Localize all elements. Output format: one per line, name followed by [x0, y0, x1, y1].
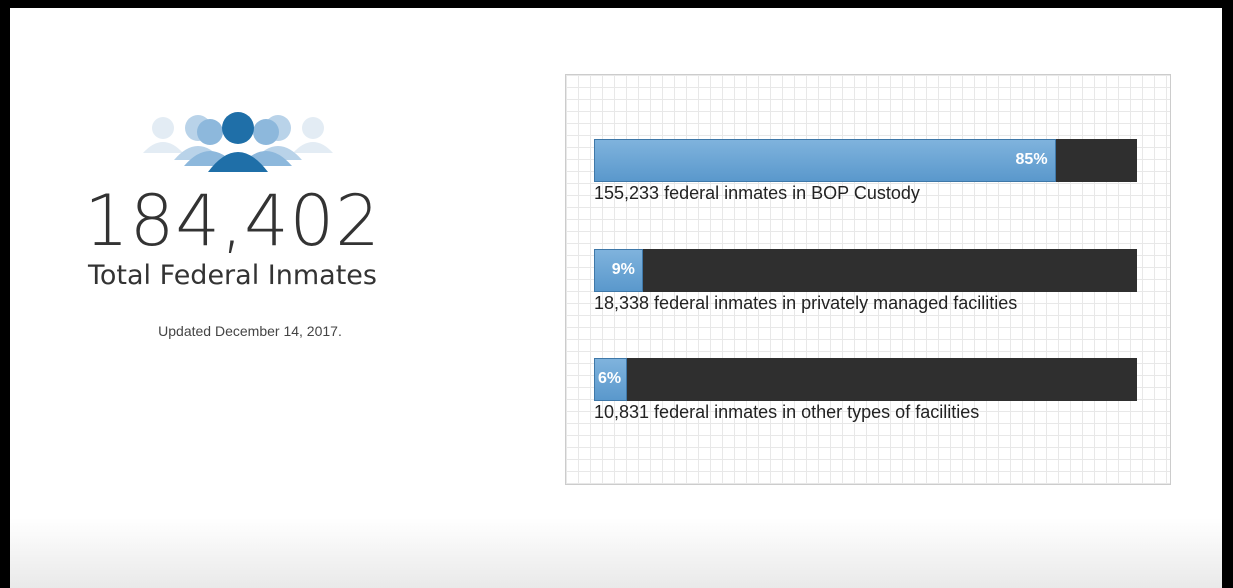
progress-track: 9%: [594, 249, 1137, 292]
progress-fill: [594, 139, 1056, 182]
bar-caption: 155,233 federal inmates in BOP Custody: [594, 183, 920, 203]
percent-label: 6%: [598, 370, 622, 387]
inmates-icon: [143, 112, 333, 172]
progress-fill: [594, 358, 627, 401]
progress-track: 85%: [594, 139, 1137, 182]
updated-note: Updated December 14, 2017.: [158, 323, 342, 339]
percent-label: 85%: [1015, 151, 1048, 168]
total-label: Total Federal Inmates: [88, 260, 377, 291]
frame: 184,402 Total Federal Inmates Updated De…: [10, 8, 1222, 588]
progress-fill: [594, 249, 643, 292]
bar-caption: 18,338 federal inmates in privately mana…: [594, 293, 1018, 313]
percent-label: 9%: [611, 261, 635, 278]
bar-caption: 10,831 federal inmates in other types of…: [594, 402, 980, 422]
progress-track: 6%: [594, 358, 1137, 401]
bar-panel: 85% 155,233 federal inmates in BOP Custod…: [565, 74, 1171, 485]
total-value: 184,402: [84, 180, 381, 262]
